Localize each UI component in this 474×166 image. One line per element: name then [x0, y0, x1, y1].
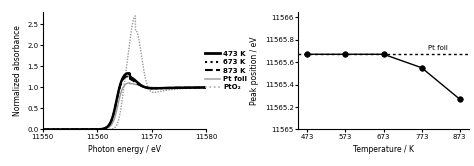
X-axis label: Photon energy / eV: Photon energy / eV — [88, 145, 161, 154]
X-axis label: Temperature / K: Temperature / K — [353, 145, 414, 154]
Y-axis label: Normalized absorbance: Normalized absorbance — [13, 25, 22, 116]
Legend: 473 K, 673 K, 873 K, Pt foil, PtO₂: 473 K, 673 K, 873 K, Pt foil, PtO₂ — [205, 51, 247, 90]
Y-axis label: Peak position / eV: Peak position / eV — [250, 36, 259, 105]
Text: Pt foil: Pt foil — [428, 45, 448, 51]
